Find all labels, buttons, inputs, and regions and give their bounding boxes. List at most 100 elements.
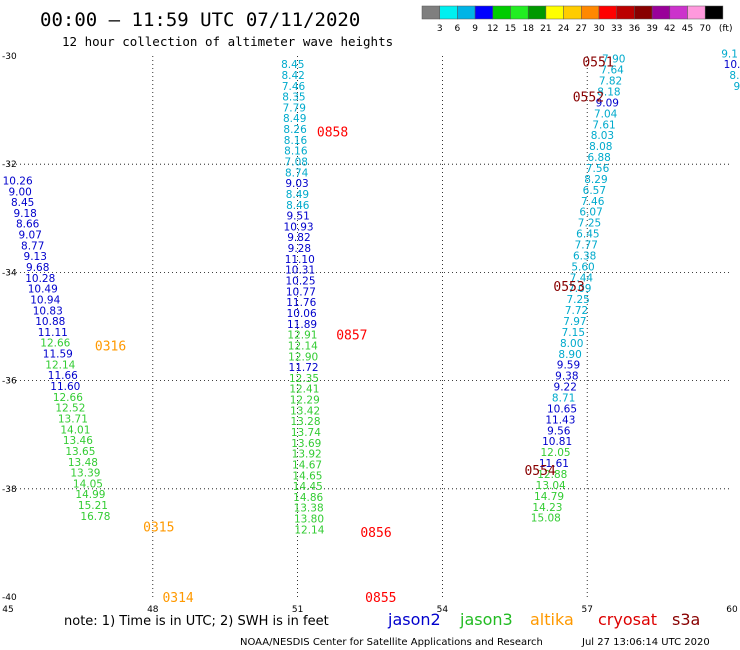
- color-scale-tick: 70: [699, 24, 711, 34]
- wave-height-value: 10.88: [35, 316, 65, 328]
- wave-height-value: 6.45: [576, 229, 599, 241]
- pass-time-label: 0855: [365, 591, 396, 606]
- wave-height-value: 9: [733, 81, 740, 93]
- wave-height-value: 9.18: [13, 208, 36, 220]
- color-scale-tick: 39: [646, 24, 658, 34]
- wave-height-value: 9.22: [554, 382, 577, 394]
- wave-height-value: 9.07: [19, 230, 42, 242]
- x-tick-label: 51: [292, 605, 303, 615]
- pass-time-label: 0551: [582, 55, 613, 70]
- color-scale-tick: 6: [455, 24, 461, 34]
- wave-height-value: 10.93: [284, 221, 314, 233]
- wave-height-value: 7.97: [563, 316, 586, 328]
- wave-height-value: 13.46: [63, 435, 93, 447]
- wave-height-value: 12.90: [288, 351, 318, 363]
- wave-height-value: 9.59: [557, 360, 580, 372]
- pass-time-label: 0552: [573, 91, 604, 106]
- wave-height-value: 12.66: [40, 338, 70, 350]
- wave-height-value: 7.09: [568, 283, 591, 295]
- wave-height-value: 6.07: [579, 207, 602, 219]
- wave-height-value: 9.00: [8, 186, 31, 198]
- wave-height-value: 5.60: [571, 261, 594, 273]
- wave-height-value: 12.14: [294, 524, 324, 536]
- wave-height-value: 13.71: [58, 413, 88, 425]
- footer-note: note: 1) Time is in UTC; 2) SWH is in fe…: [64, 614, 329, 629]
- color-scale-tick: 36: [629, 24, 641, 34]
- color-scale-tick: 45: [682, 24, 693, 34]
- wave-height-value: 8.71: [552, 392, 575, 404]
- wave-height-value: 14.01: [60, 424, 90, 436]
- wave-height-value: 7.46: [581, 196, 605, 208]
- color-scale-swatch: [616, 5, 635, 20]
- color-scale-swatch: [704, 5, 724, 20]
- wave-height-value: 7.64: [600, 65, 624, 77]
- color-scale-swatch: [492, 5, 511, 20]
- wave-height-value: 13.04: [536, 480, 566, 492]
- wave-height-value: 12.52: [55, 403, 85, 415]
- wave-height-value: 7.46: [282, 81, 306, 93]
- wave-height-value: 11.89: [287, 319, 317, 331]
- wave-height-value: 8.74: [285, 167, 309, 179]
- wave-height-value: 9.09: [596, 97, 619, 109]
- pass-time-label: 0856: [360, 526, 391, 541]
- wave-height-value: 14.86: [293, 492, 323, 504]
- wave-height-value: 14.99: [75, 489, 105, 501]
- wave-height-value: 9.13: [24, 251, 47, 263]
- wave-height-value: 8.08: [589, 141, 612, 153]
- pass-time-label: 0857: [336, 329, 367, 344]
- wave-height-value: 9.56: [547, 425, 571, 437]
- wave-height-value: 6.57: [583, 185, 606, 197]
- wave-height-value: 12.14: [45, 359, 75, 371]
- wave-height-value: 9.51: [286, 211, 309, 223]
- x-tick-label: 45: [2, 605, 13, 615]
- wave-height-value: 8.45: [281, 59, 304, 71]
- wave-height-value: 14.79: [534, 491, 564, 503]
- wave-height-value: 12.41: [289, 384, 319, 396]
- color-scale-unit: (ft): [719, 24, 733, 34]
- wave-height-value: 8.03: [591, 130, 614, 142]
- wave-height-value: 8.77: [21, 240, 44, 252]
- wave-height-value: 13.28: [290, 416, 320, 428]
- wave-height-value: 10.: [724, 59, 740, 71]
- wave-height-value: 10.31: [285, 265, 315, 277]
- wave-height-value: 14.45: [293, 481, 323, 493]
- wave-height-value: 8.26: [283, 124, 307, 136]
- wave-height-value: 8.00: [560, 338, 583, 350]
- wave-height-value: 11.59: [43, 349, 73, 361]
- color-scale-tick: 9: [472, 24, 478, 34]
- color-scale-tick: 12: [487, 24, 498, 34]
- axis-ticks: 45 48 51 54 57 60 -30 -32 -34 -36 -38 -40: [2, 52, 738, 615]
- color-scale-swatch: [563, 5, 582, 20]
- wave-height-value: 10.25: [285, 276, 315, 288]
- wave-height-value: 9.68: [26, 262, 49, 274]
- wave-height-value: 7.77: [575, 239, 598, 251]
- wave-height-value: 13.42: [290, 405, 320, 417]
- footer-timestamp: Jul 27 13:06:14 UTC 2020: [581, 637, 710, 648]
- satellite-legend: jason2 jason3 altika cryosat s3a: [387, 610, 700, 629]
- color-scale-swatch: [545, 5, 564, 20]
- wave-height-value: 10.94: [30, 294, 60, 306]
- color-scale-swatch: [457, 5, 476, 20]
- color-scale-swatch: [439, 5, 458, 20]
- wave-height-value: 7.44: [570, 272, 594, 284]
- color-scale-swatch: [669, 5, 688, 20]
- wave-height-value: 10.06: [287, 308, 317, 320]
- color-scale-tick: 15: [505, 24, 516, 34]
- pass-time-label: 0316: [95, 339, 126, 354]
- wave-height-value: 8.: [729, 70, 739, 82]
- pass-time-label: 0315: [143, 521, 174, 536]
- wave-height-value: 8.16: [284, 135, 308, 147]
- color-scale-tick: 27: [576, 24, 587, 34]
- wave-height-value: 6.88: [587, 152, 610, 164]
- wave-height-value: 7.90: [602, 54, 625, 66]
- chart-subtitle: 12 hour collection of altimeter wave hei…: [62, 34, 393, 49]
- footer-credit: NOAA/NESDIS Center for Satellite Applica…: [240, 637, 543, 648]
- color-scale-swatch: [687, 5, 706, 20]
- pass-time-labels: 0316 0315 0314 0858 0857 0856 0855 0551 0552 0553…: [95, 55, 614, 606]
- wave-height-value: 13.80: [294, 514, 324, 526]
- wave-height-value: 15.21: [78, 500, 108, 512]
- color-scale-tick: 30: [593, 24, 605, 34]
- wave-height-value: 9.82: [287, 232, 310, 244]
- wave-height-value: 12.91: [287, 330, 317, 342]
